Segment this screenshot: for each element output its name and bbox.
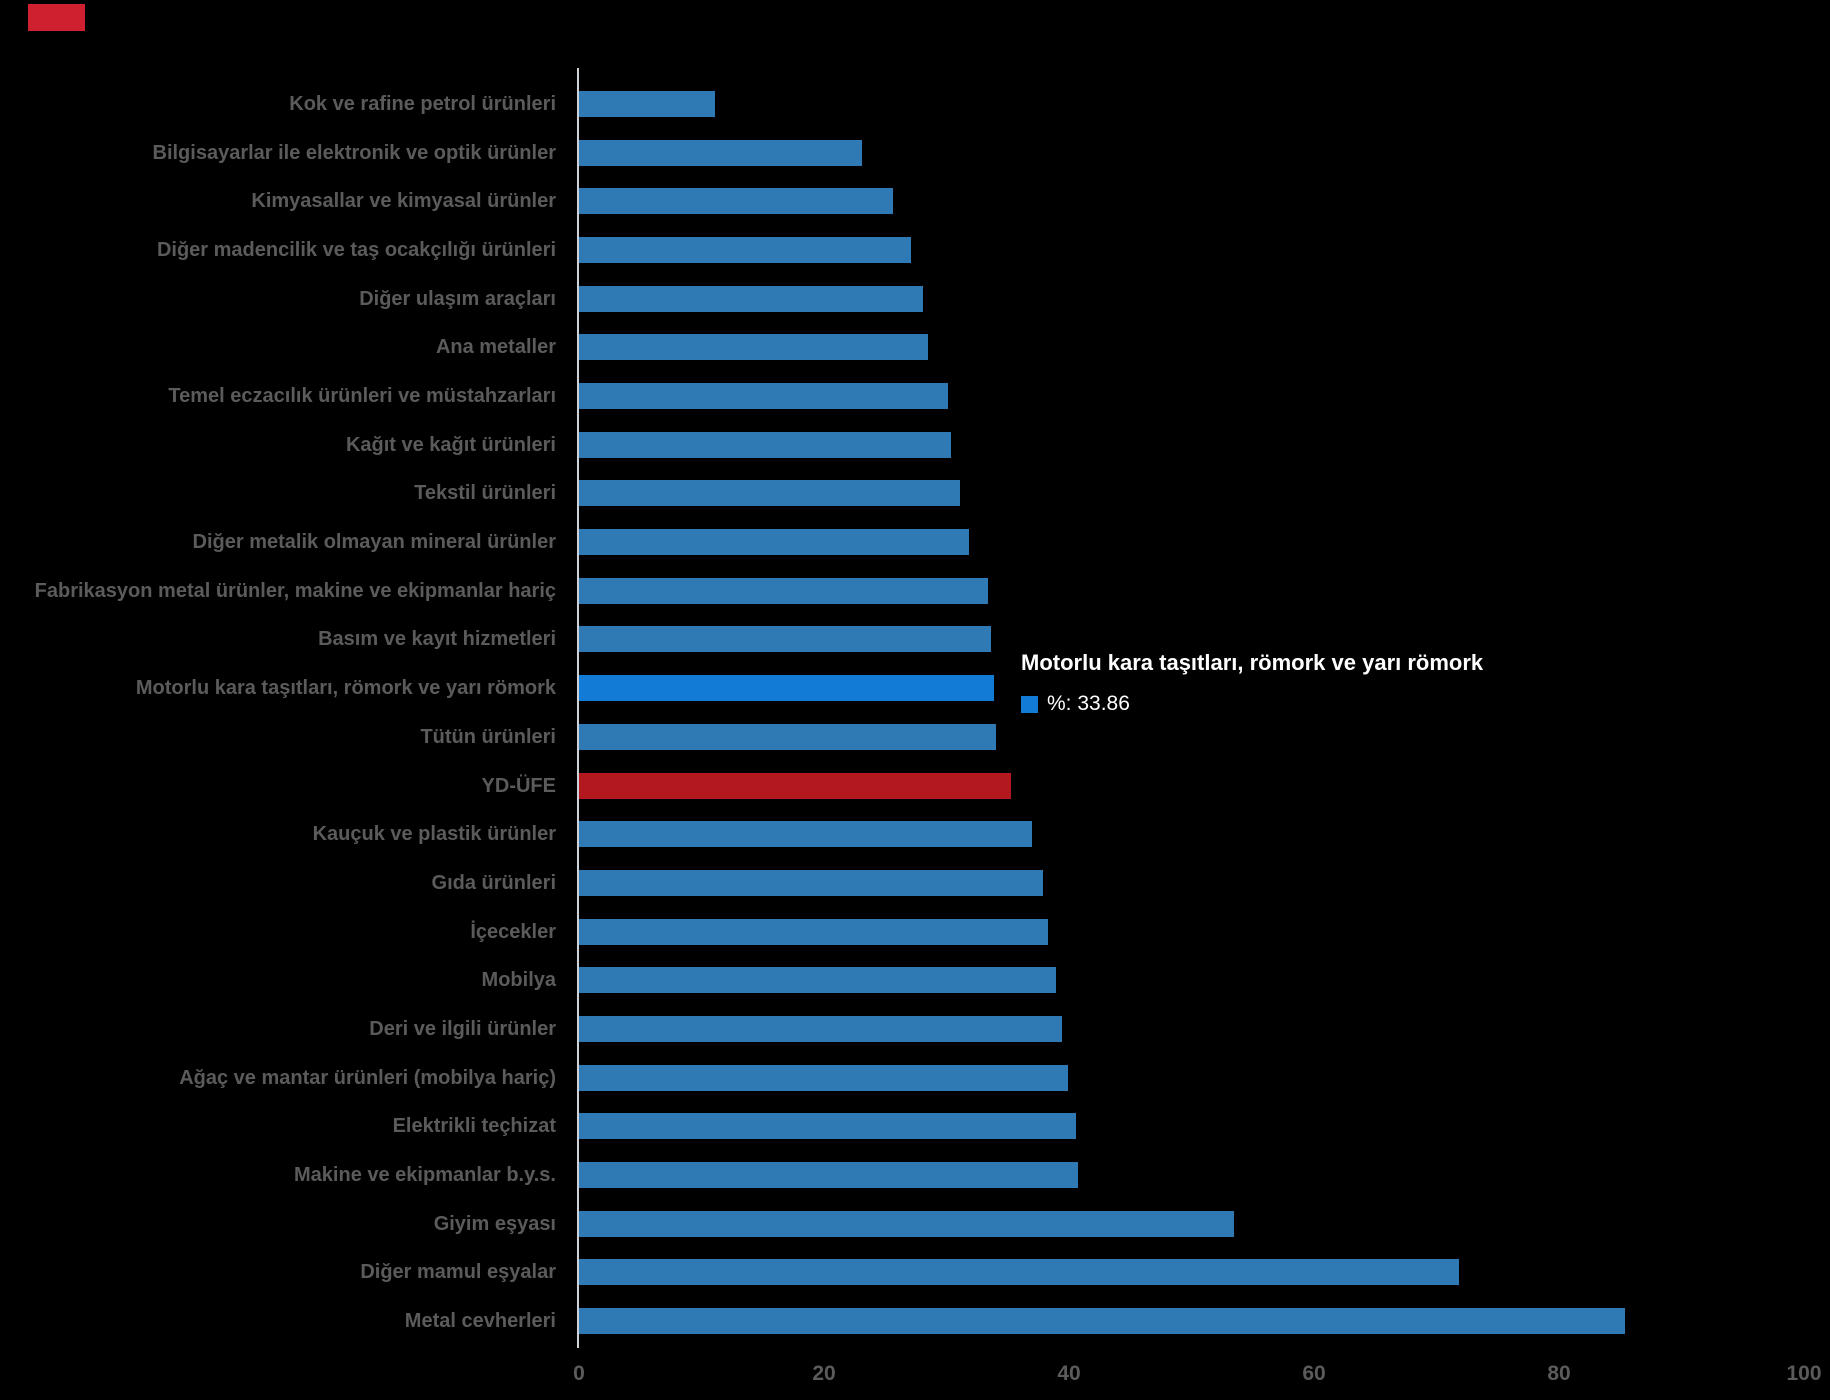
x-axis-tick-label: 60 [1302, 1362, 1326, 1385]
category-label: İçecekler [470, 920, 556, 943]
category-label: Ağaç ve mantar ürünleri (mobilya hariç) [179, 1066, 556, 1089]
bar-19[interactable] [579, 967, 1056, 994]
category-label: Basım ve kayıt hizmetleri [318, 628, 556, 651]
tooltip-title: Motorlu kara taşıtları, römork ve yarı r… [1021, 650, 1484, 675]
category-label: Ana metaller [435, 336, 556, 359]
red-corner-marker [28, 4, 85, 31]
tooltip-value: %: 33.86 [1047, 692, 1130, 715]
category-label: Motorlu kara taşıtları, römork ve yarı r… [135, 677, 556, 700]
x-axis-tick-label: 100 [1786, 1362, 1822, 1385]
tooltip: Motorlu kara taşıtları, römork ve yarı r… [1021, 650, 1483, 716]
category-label: Deri ve ilgili ürünler [369, 1017, 556, 1040]
bar-17[interactable] [579, 869, 1043, 896]
category-label: Kağıt ve kağıt ürünleri [345, 433, 556, 456]
bar-5[interactable] [579, 285, 923, 312]
bar-25[interactable] [579, 1259, 1459, 1286]
category-label: Elektrikli teçhizat [392, 1115, 556, 1138]
bar-7[interactable] [579, 383, 948, 410]
category-label: Diğer ulaşım araçları [359, 287, 556, 310]
x-axis-tick-label: 80 [1547, 1362, 1571, 1385]
bar-14[interactable] [579, 723, 996, 750]
x-axis-tick-label: 40 [1057, 1362, 1081, 1385]
tooltip-legend-row: %: 33.86 [1021, 692, 1483, 716]
bar-1[interactable] [579, 91, 715, 117]
bar-15[interactable] [579, 772, 1011, 799]
bar-3[interactable] [579, 188, 893, 215]
y-axis-line [577, 68, 579, 1348]
bar-6[interactable] [579, 334, 928, 361]
category-label: YD-ÜFE [481, 774, 556, 797]
bar-22[interactable] [579, 1113, 1076, 1140]
bar-9[interactable] [579, 480, 960, 507]
category-label: Tütün ürünleri [420, 725, 556, 748]
category-label: Kok ve rafine petrol ürünleri [289, 93, 556, 115]
bar-24[interactable] [579, 1210, 1234, 1237]
category-label: Kimyasallar ve kimyasal ürünler [251, 190, 556, 213]
category-label: Temel eczacılık ürünleri ve müstahzarlar… [168, 385, 556, 408]
category-label: Kauçuk ve plastik ürünler [312, 823, 556, 846]
bar-2[interactable] [579, 139, 862, 166]
bar-13[interactable] [579, 675, 994, 702]
bar-8[interactable] [579, 431, 951, 458]
category-label: Diğer madencilik ve taş ocakçılığı ürünl… [156, 239, 556, 262]
category-label: Gıda ürünleri [431, 871, 556, 894]
x-axis-tick-label: 0 [573, 1362, 585, 1385]
bar-12[interactable] [579, 626, 991, 653]
bar-23[interactable] [579, 1161, 1078, 1188]
bar-10[interactable] [579, 529, 969, 556]
bar-4[interactable] [579, 237, 911, 264]
bar-20[interactable] [579, 1015, 1062, 1042]
bar-18[interactable] [579, 918, 1048, 945]
bar-11[interactable] [579, 577, 988, 604]
bar-21[interactable] [579, 1064, 1068, 1091]
x-axis-tick-label: 20 [812, 1362, 836, 1385]
category-label: Metal cevherleri [404, 1310, 556, 1332]
category-label: Diğer mamul eşyalar [360, 1261, 556, 1284]
tooltip-legend-swatch [1021, 695, 1038, 713]
category-label: Mobilya [481, 969, 556, 992]
bar-26[interactable] [579, 1308, 1625, 1334]
bar-16[interactable] [579, 821, 1032, 848]
category-label: Makine ve ekipmanlar b.y.s. [294, 1163, 556, 1186]
category-label: Fabrikasyon metal ürünler, makine ve eki… [34, 579, 556, 602]
category-label: Giyim eşyası [433, 1212, 556, 1235]
category-label: Diğer metalik olmayan mineral ürünler [192, 531, 556, 554]
category-label: Bilgisayarlar ile elektronik ve optik ür… [152, 141, 557, 164]
category-label: Tekstil ürünleri [414, 482, 556, 505]
